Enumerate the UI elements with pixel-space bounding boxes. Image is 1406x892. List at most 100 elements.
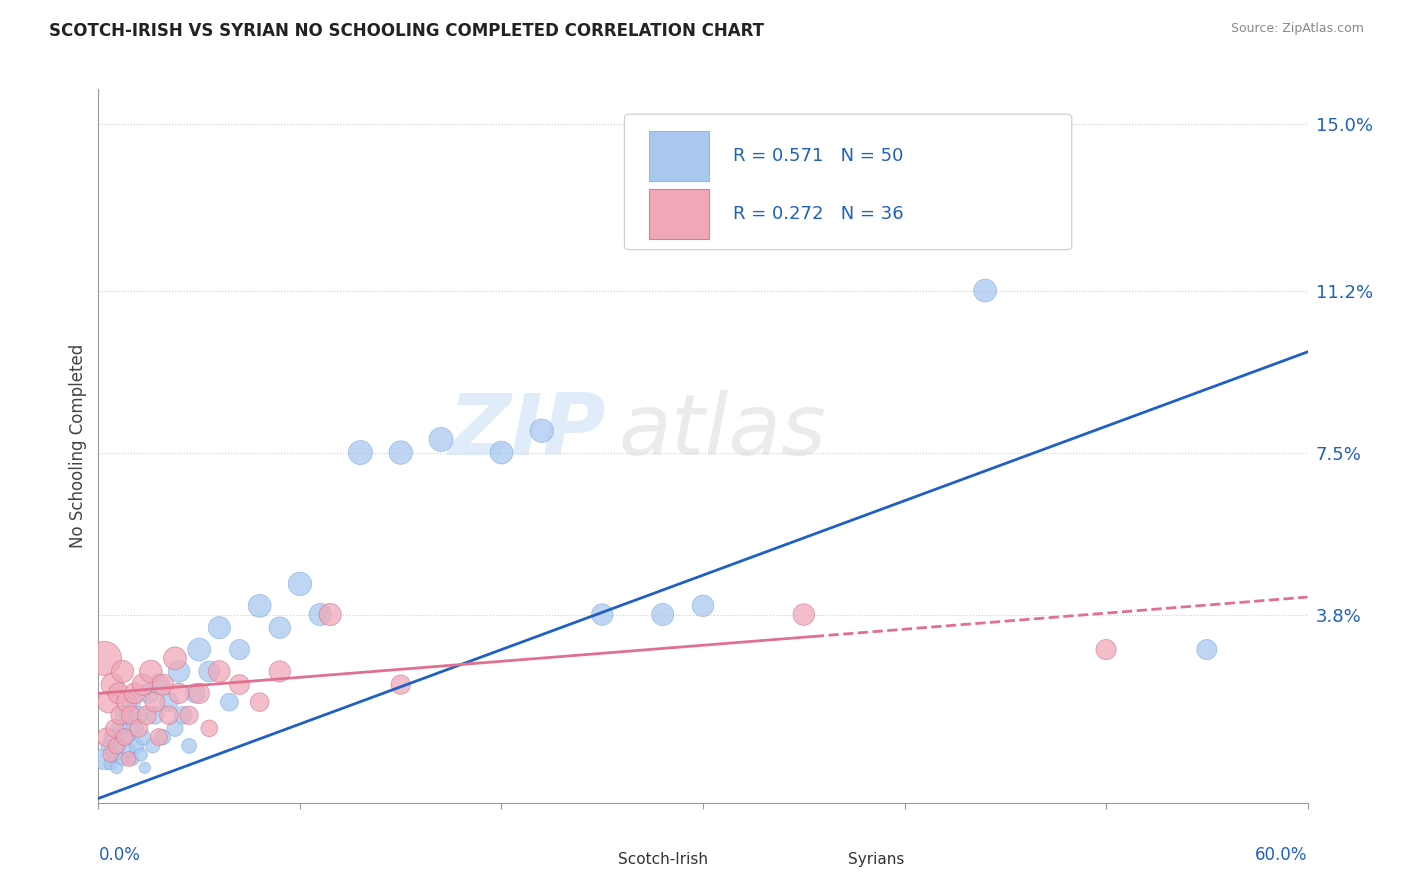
Text: ZIP: ZIP xyxy=(449,390,606,474)
Point xyxy=(184,686,207,700)
FancyBboxPatch shape xyxy=(648,131,709,181)
Point xyxy=(111,665,134,679)
Point xyxy=(93,651,115,665)
Point xyxy=(143,695,166,709)
Point xyxy=(118,743,141,757)
Point xyxy=(124,686,146,700)
Point xyxy=(389,677,412,691)
Point xyxy=(249,695,271,709)
Point xyxy=(120,695,142,709)
Point xyxy=(793,607,815,622)
Y-axis label: No Schooling Completed: No Schooling Completed xyxy=(69,344,87,548)
Point xyxy=(269,621,291,635)
Point xyxy=(93,752,115,766)
Point xyxy=(349,445,371,459)
Point xyxy=(105,739,128,753)
Point xyxy=(1095,642,1118,657)
Point xyxy=(167,665,190,679)
Point xyxy=(138,686,160,700)
Point xyxy=(188,686,211,700)
Point xyxy=(651,607,673,622)
Point xyxy=(319,607,342,622)
Point xyxy=(198,665,221,679)
Point xyxy=(134,761,156,775)
Point xyxy=(288,577,311,591)
Point xyxy=(491,445,513,459)
Point xyxy=(114,708,136,723)
Point xyxy=(179,708,201,723)
Point xyxy=(107,686,129,700)
FancyBboxPatch shape xyxy=(648,189,709,239)
Point xyxy=(115,730,138,744)
Text: SCOTCH-IRISH VS SYRIAN NO SCHOOLING COMPLETED CORRELATION CHART: SCOTCH-IRISH VS SYRIAN NO SCHOOLING COMP… xyxy=(49,22,765,40)
Point xyxy=(198,722,221,736)
Point xyxy=(111,752,134,766)
Point xyxy=(100,747,122,762)
Point xyxy=(249,599,271,613)
Point xyxy=(143,708,166,723)
Point xyxy=(132,730,155,744)
Point xyxy=(692,599,714,613)
Point xyxy=(114,730,136,744)
Point xyxy=(105,761,128,775)
Point xyxy=(309,607,332,622)
Point xyxy=(228,677,250,691)
Point xyxy=(389,445,412,459)
Point xyxy=(135,708,157,723)
Point xyxy=(96,730,118,744)
Point xyxy=(152,677,174,691)
Point xyxy=(97,695,120,709)
Point xyxy=(115,695,138,709)
Point xyxy=(129,747,152,762)
Point xyxy=(125,739,148,753)
Point xyxy=(101,677,124,691)
Point xyxy=(172,708,194,723)
Point xyxy=(132,677,155,691)
Point xyxy=(148,730,170,744)
Text: R = 0.571   N = 50: R = 0.571 N = 50 xyxy=(734,147,904,165)
Text: Source: ZipAtlas.com: Source: ZipAtlas.com xyxy=(1230,22,1364,36)
Point xyxy=(167,686,190,700)
Point xyxy=(107,739,129,753)
Point xyxy=(208,665,231,679)
Point xyxy=(163,722,186,736)
Point xyxy=(100,756,122,771)
Point xyxy=(591,607,613,622)
FancyBboxPatch shape xyxy=(787,846,837,874)
Point xyxy=(124,722,146,736)
Point xyxy=(103,747,125,762)
Point xyxy=(120,708,142,723)
Text: 0.0%: 0.0% xyxy=(98,846,141,863)
Point xyxy=(157,708,180,723)
Point xyxy=(118,752,141,766)
Point xyxy=(208,621,231,635)
Text: Scotch-Irish: Scotch-Irish xyxy=(619,853,709,867)
Point xyxy=(139,665,162,679)
Point xyxy=(142,739,165,753)
Point xyxy=(228,642,250,657)
Point xyxy=(152,730,174,744)
Point xyxy=(157,695,180,709)
Text: R = 0.272   N = 36: R = 0.272 N = 36 xyxy=(734,205,904,223)
Point xyxy=(218,695,240,709)
Point xyxy=(974,284,997,298)
Text: Syrians: Syrians xyxy=(848,853,904,867)
Point xyxy=(110,708,132,723)
Point xyxy=(148,677,170,691)
Point xyxy=(128,708,150,723)
Point xyxy=(163,651,186,665)
Point xyxy=(430,433,453,447)
Text: atlas: atlas xyxy=(619,390,827,474)
Text: 60.0%: 60.0% xyxy=(1256,846,1308,863)
Point xyxy=(269,665,291,679)
Point xyxy=(530,424,553,438)
Point xyxy=(97,739,120,753)
Point xyxy=(188,642,211,657)
Point xyxy=(101,730,124,744)
FancyBboxPatch shape xyxy=(624,114,1071,250)
Point xyxy=(179,739,201,753)
Point xyxy=(110,722,132,736)
Point xyxy=(103,722,125,736)
FancyBboxPatch shape xyxy=(558,846,606,874)
Point xyxy=(121,752,143,766)
